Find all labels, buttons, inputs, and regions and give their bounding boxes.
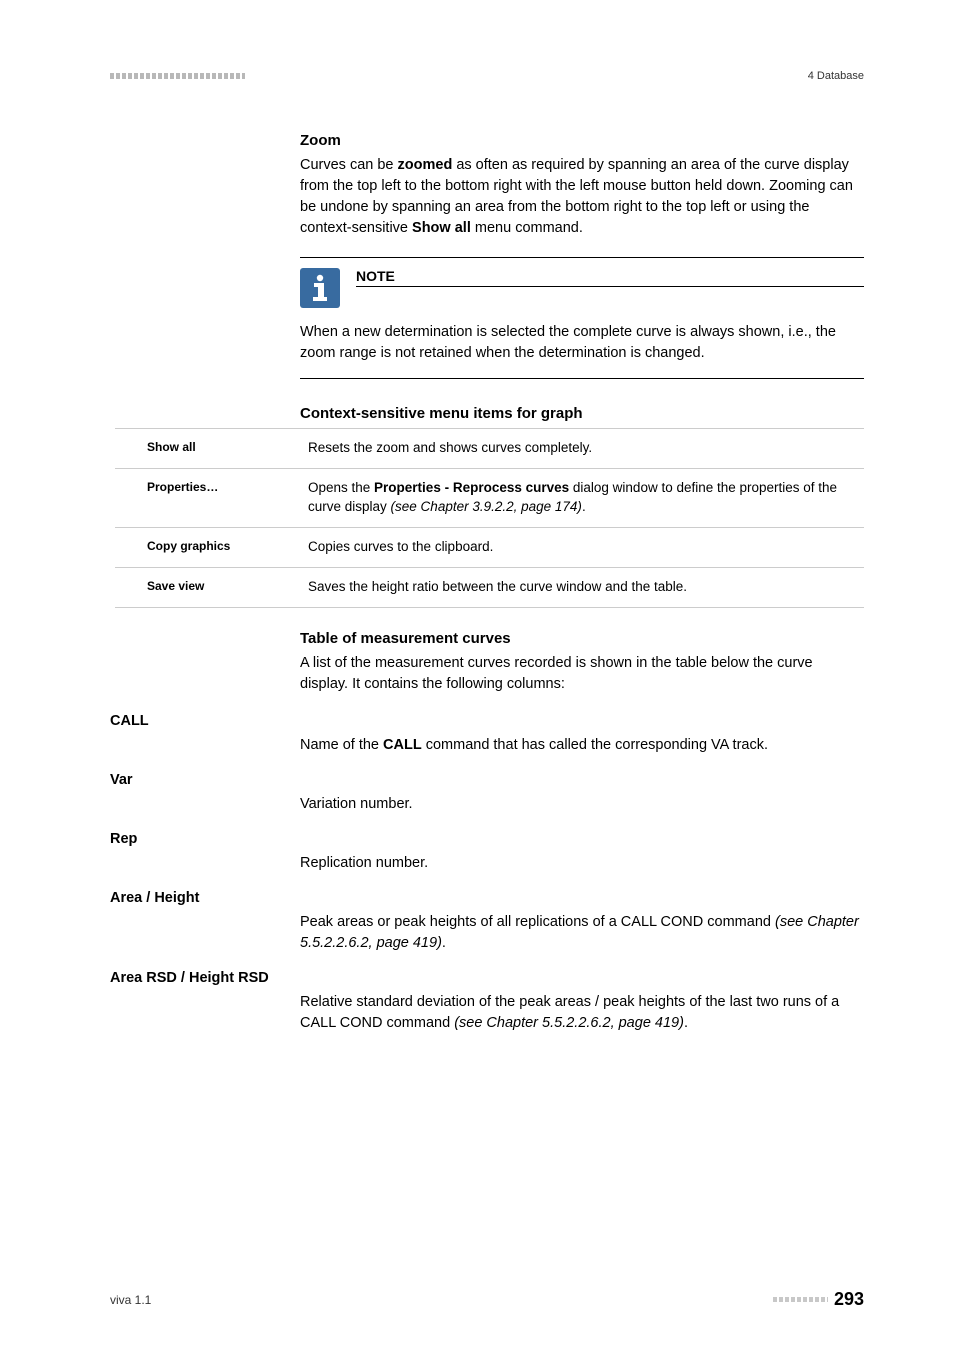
desc-ref: (see Chapter 5.5.2.2.6.2, page 419) bbox=[454, 1015, 684, 1031]
footer-left-label: viva 1.1 bbox=[110, 1293, 151, 1307]
menu-item-label: Show all bbox=[115, 429, 300, 469]
table-curves-heading: Table of measurement curves bbox=[300, 630, 864, 647]
header-section-label: 4 Database bbox=[808, 70, 864, 82]
context-menu-heading: Context-sensitive menu items for graph bbox=[300, 405, 864, 422]
note-title-wrap: NOTE bbox=[356, 268, 864, 287]
page-header: 4 Database bbox=[110, 70, 864, 82]
field-label: Area / Height bbox=[110, 890, 864, 906]
menu-item-desc: Opens the Properties - Reprocess curves … bbox=[300, 468, 864, 527]
footer-right: 293 bbox=[773, 1289, 864, 1310]
desc-post: . bbox=[582, 499, 586, 514]
menu-item-label: Save view bbox=[115, 567, 300, 607]
desc-pre: Name of the bbox=[300, 737, 383, 753]
menu-item-label: Properties… bbox=[115, 468, 300, 527]
note-box: NOTE When a new determination is selecte… bbox=[300, 257, 864, 379]
table-row: Copy graphics Copies curves to the clipb… bbox=[115, 527, 864, 567]
zoom-body: Curves can be zoomed as often as require… bbox=[300, 155, 864, 239]
menu-item-desc: Resets the zoom and shows curves complet… bbox=[300, 429, 864, 469]
zoom-text-post: menu command. bbox=[471, 220, 583, 236]
field-label: Var bbox=[110, 772, 864, 788]
table-row: Save view Saves the height ratio between… bbox=[115, 567, 864, 607]
page-number: 293 bbox=[834, 1289, 864, 1310]
field-area-rsd: Area RSD / Height RSD Relative standard … bbox=[110, 970, 864, 1034]
footer-bar-decoration bbox=[773, 1297, 828, 1302]
field-desc: Replication number. bbox=[300, 853, 864, 874]
table-row: Properties… Opens the Properties - Repro… bbox=[115, 468, 864, 527]
field-desc: Relative standard deviation of the peak … bbox=[300, 992, 864, 1034]
field-rep: Rep Replication number. bbox=[110, 831, 864, 874]
field-var: Var Variation number. bbox=[110, 772, 864, 815]
desc-ref: (see Chapter 3.9.2.2, page 174) bbox=[391, 499, 582, 514]
field-desc: Variation number. bbox=[300, 794, 864, 815]
desc-post: command that has called the correspondin… bbox=[422, 737, 768, 753]
desc-pre: Opens the bbox=[308, 480, 374, 495]
zoom-text-bold2: Show all bbox=[412, 220, 471, 236]
menu-item-desc: Saves the height ratio between the curve… bbox=[300, 567, 864, 607]
desc-bold: CALL bbox=[383, 737, 422, 753]
field-desc: Name of the CALL command that has called… bbox=[300, 735, 864, 756]
field-area-height: Area / Height Peak areas or peak heights… bbox=[110, 890, 864, 954]
desc-post: . bbox=[684, 1015, 688, 1031]
header-bar-decoration bbox=[110, 73, 245, 79]
zoom-text-pre: Curves can be bbox=[300, 157, 398, 173]
zoom-text-bold1: zoomed bbox=[398, 157, 453, 173]
field-call: CALL Name of the CALL command that has c… bbox=[110, 713, 864, 756]
main-content: Zoom Curves can be zoomed as often as re… bbox=[300, 132, 864, 1034]
note-text: When a new determination is selected the… bbox=[300, 322, 864, 364]
field-label: Rep bbox=[110, 831, 864, 847]
menu-item-desc: Copies curves to the clipboard. bbox=[300, 527, 864, 567]
desc-bold: Properties - Reprocess curves bbox=[374, 480, 569, 495]
info-icon bbox=[300, 268, 340, 308]
field-label: Area RSD / Height RSD bbox=[110, 970, 864, 986]
context-menu-table: Show all Resets the zoom and shows curve… bbox=[115, 428, 864, 607]
table-row: Show all Resets the zoom and shows curve… bbox=[115, 429, 864, 469]
desc-post: . bbox=[442, 935, 446, 951]
field-desc: Peak areas or peak heights of all replic… bbox=[300, 912, 864, 954]
table-curves-intro: A list of the measurement curves recorde… bbox=[300, 653, 864, 695]
menu-item-label: Copy graphics bbox=[115, 527, 300, 567]
desc-pre: Peak areas or peak heights of all replic… bbox=[300, 914, 775, 930]
note-title: NOTE bbox=[356, 268, 864, 284]
field-label: CALL bbox=[110, 713, 864, 729]
note-header-row: NOTE bbox=[300, 268, 864, 308]
zoom-heading: Zoom bbox=[300, 132, 864, 149]
page-footer: viva 1.1 293 bbox=[110, 1289, 864, 1310]
